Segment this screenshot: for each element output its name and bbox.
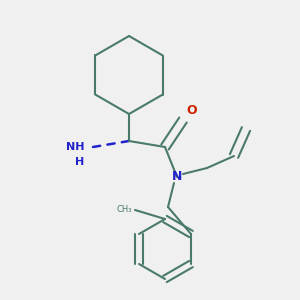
Text: NH: NH: [65, 142, 84, 152]
Text: H: H: [75, 157, 84, 167]
Text: N: N: [172, 170, 182, 184]
Text: CH₃: CH₃: [116, 206, 132, 214]
Text: O: O: [186, 104, 196, 117]
